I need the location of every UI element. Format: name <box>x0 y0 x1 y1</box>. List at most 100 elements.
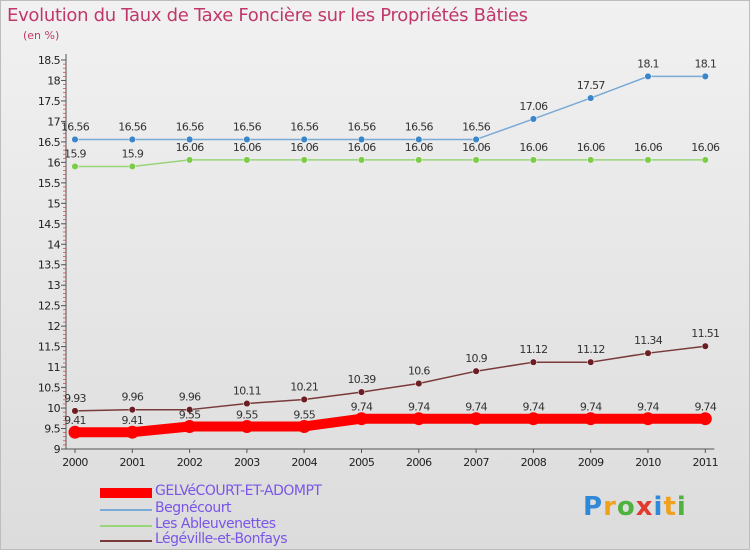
data-point <box>641 412 655 426</box>
legend-swatch <box>100 488 152 498</box>
data-label: 9.93 <box>64 392 86 405</box>
data-label: 11.12 <box>577 343 605 356</box>
data-point <box>701 72 709 80</box>
data-point <box>243 135 251 143</box>
x-tick-label: 2006 <box>406 456 432 469</box>
data-point <box>415 135 423 143</box>
data-label: 16.56 <box>176 120 205 133</box>
x-tick-label: 2009 <box>578 456 604 469</box>
data-point <box>357 156 366 164</box>
series-line <box>74 75 707 141</box>
data-point <box>128 135 136 143</box>
data-label: 9.41 <box>121 414 143 427</box>
data-point <box>587 358 595 366</box>
data-label: 16.56 <box>462 120 491 133</box>
legend-label: Légéville-et-Bonfays <box>155 531 288 547</box>
legend-swatch <box>100 525 152 527</box>
logo-letter: t <box>663 492 677 522</box>
data-label: 16.06 <box>348 141 377 154</box>
data-label: 15.9 <box>121 147 143 160</box>
y-tick-label: 18 <box>47 74 60 87</box>
data-label: 9.74 <box>694 401 716 414</box>
data-point <box>357 388 366 396</box>
data-point <box>240 419 254 433</box>
data-label: 10.39 <box>348 373 377 386</box>
data-label: 16.56 <box>233 120 262 133</box>
x-tick-label: 2010 <box>635 456 661 469</box>
data-point <box>357 135 366 143</box>
data-label: 9.96 <box>179 391 201 404</box>
legend-swatch <box>100 540 152 542</box>
data-label: 16.56 <box>61 120 90 133</box>
unit-label: (en %) <box>23 29 60 42</box>
data-point <box>701 342 709 350</box>
data-point <box>297 419 311 433</box>
data-label: 10.21 <box>290 380 318 393</box>
data-point <box>68 425 82 439</box>
data-point <box>186 135 194 143</box>
logo-letter: i <box>653 492 664 522</box>
data-point <box>644 349 652 357</box>
chart-title: Evolution du Taux de Taxe Foncière sur l… <box>7 5 528 26</box>
y-tick-label: 9.5 <box>44 423 60 436</box>
data-label: 9.74 <box>580 401 602 414</box>
y-tick-label: 11 <box>47 361 60 374</box>
data-label: 9.41 <box>64 414 86 427</box>
data-point <box>186 156 194 164</box>
y-tick-label: 18.5 <box>38 54 61 67</box>
data-point <box>415 156 423 164</box>
data-label: 9.74 <box>408 401 430 414</box>
data-label: 9.74 <box>637 401 659 414</box>
data-label: 16.56 <box>405 120 434 133</box>
data-point <box>587 156 595 164</box>
data-point <box>644 72 652 80</box>
x-tick-label: 2001 <box>119 456 145 469</box>
data-label: 9.55 <box>179 408 201 421</box>
data-point <box>584 412 598 426</box>
y-tick-label: 11.5 <box>38 341 61 354</box>
y-tick-label: 17 <box>47 115 60 128</box>
data-point <box>529 115 537 123</box>
y-tick-label: 15 <box>47 197 60 210</box>
series-line <box>74 345 707 412</box>
data-label: 11.12 <box>519 343 547 356</box>
y-tick-label: 14.5 <box>38 218 61 231</box>
data-point <box>587 94 595 102</box>
y-tick-label: 9 <box>54 443 61 456</box>
data-label: 16.56 <box>348 120 377 133</box>
data-point <box>128 162 136 171</box>
logo-letter: i <box>676 492 687 522</box>
data-label: 15.9 <box>64 147 86 160</box>
data-label: 10.6 <box>408 364 430 377</box>
data-label: 16.06 <box>577 141 606 154</box>
data-label: 16.06 <box>290 141 319 154</box>
legend-swatch <box>100 509 152 511</box>
data-label: 9.74 <box>523 401 545 414</box>
data-point <box>472 135 480 143</box>
y-tick-label: 16.5 <box>38 136 61 149</box>
data-label: 9.96 <box>121 391 143 404</box>
data-label: 17.57 <box>577 79 606 92</box>
data-point <box>71 407 79 415</box>
series-line <box>70 413 711 438</box>
data-label: 16.06 <box>405 141 434 154</box>
x-tick-label: 2003 <box>234 456 260 469</box>
data-label: 11.51 <box>691 327 719 340</box>
x-tick-label: 2008 <box>521 456 547 469</box>
y-tick-label: 13 <box>47 279 60 292</box>
data-point <box>300 135 308 143</box>
x-tick-label: 2007 <box>463 456 489 469</box>
data-point <box>125 425 139 439</box>
legend-label: GELVéCOURT-ET-ADOMPT <box>155 483 322 499</box>
data-label: 9.55 <box>236 408 258 421</box>
data-point <box>472 367 480 375</box>
data-point <box>415 379 423 388</box>
y-tick-label: 16 <box>47 156 60 169</box>
data-point <box>186 406 194 414</box>
logo-letter: r <box>603 492 617 522</box>
x-tick-label: 2002 <box>177 456 203 469</box>
data-point <box>412 412 426 426</box>
y-tick-label: 13.5 <box>38 259 61 272</box>
